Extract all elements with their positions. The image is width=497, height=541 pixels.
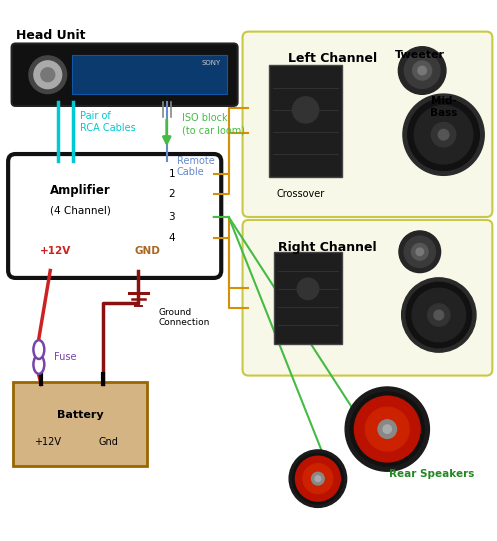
Text: 1: 1 — [168, 169, 175, 179]
Text: Head Unit: Head Unit — [15, 29, 85, 42]
Text: Amplifier: Amplifier — [50, 184, 111, 197]
Circle shape — [29, 56, 67, 94]
Circle shape — [378, 420, 397, 438]
Circle shape — [399, 231, 441, 273]
Circle shape — [41, 68, 55, 82]
Circle shape — [408, 99, 479, 170]
Circle shape — [427, 304, 450, 326]
Circle shape — [295, 456, 340, 501]
Text: (4 Channel): (4 Channel) — [50, 206, 111, 215]
Circle shape — [412, 243, 428, 260]
Text: +12V: +12V — [34, 437, 61, 446]
Circle shape — [404, 236, 435, 267]
Text: Fuse: Fuse — [54, 352, 76, 362]
Circle shape — [315, 476, 321, 481]
Circle shape — [416, 248, 423, 255]
Circle shape — [350, 392, 424, 466]
Text: Rear Speakers: Rear Speakers — [389, 469, 475, 479]
Text: Tweeter: Tweeter — [395, 50, 445, 60]
Circle shape — [297, 278, 319, 300]
FancyBboxPatch shape — [11, 43, 238, 106]
Text: SONY: SONY — [202, 60, 221, 66]
FancyBboxPatch shape — [243, 31, 493, 217]
Text: +12V: +12V — [40, 246, 72, 256]
FancyBboxPatch shape — [243, 220, 493, 375]
Circle shape — [289, 450, 346, 507]
Circle shape — [303, 464, 333, 493]
Text: ISO block
(to car loom): ISO block (to car loom) — [181, 114, 245, 135]
Circle shape — [345, 387, 429, 471]
Circle shape — [312, 472, 324, 485]
Text: 3: 3 — [168, 212, 175, 222]
Circle shape — [434, 310, 444, 320]
Circle shape — [365, 407, 409, 451]
FancyBboxPatch shape — [13, 382, 147, 466]
Circle shape — [34, 61, 62, 89]
Text: Right Channel: Right Channel — [278, 241, 377, 254]
Circle shape — [412, 288, 466, 342]
Text: Gnd: Gnd — [98, 437, 118, 446]
Circle shape — [405, 52, 440, 88]
FancyBboxPatch shape — [8, 154, 221, 278]
FancyBboxPatch shape — [72, 55, 227, 94]
Text: Mid-
Bass: Mid- Bass — [430, 96, 457, 118]
Text: Left Channel: Left Channel — [288, 52, 377, 65]
Text: Ground
Connection: Ground Connection — [159, 308, 210, 327]
Text: 2: 2 — [168, 189, 175, 199]
Ellipse shape — [33, 340, 44, 359]
Circle shape — [414, 105, 473, 164]
Text: Battery: Battery — [57, 410, 103, 420]
Circle shape — [403, 94, 484, 175]
FancyBboxPatch shape — [274, 252, 341, 344]
Circle shape — [418, 66, 426, 75]
Text: 4: 4 — [168, 233, 175, 243]
Circle shape — [293, 453, 343, 504]
Circle shape — [406, 282, 472, 348]
Circle shape — [354, 396, 420, 462]
Circle shape — [402, 278, 476, 352]
Circle shape — [438, 129, 449, 140]
Text: Pair of
RCA Cables: Pair of RCA Cables — [80, 111, 136, 133]
Circle shape — [399, 47, 446, 94]
FancyBboxPatch shape — [269, 65, 342, 177]
Circle shape — [383, 425, 392, 433]
Circle shape — [413, 61, 432, 80]
Text: GND: GND — [135, 246, 161, 256]
Text: Crossover: Crossover — [277, 189, 325, 199]
Circle shape — [293, 97, 319, 123]
Text: Remote
Cable: Remote Cable — [176, 156, 214, 177]
Circle shape — [431, 122, 456, 147]
Ellipse shape — [33, 355, 44, 374]
